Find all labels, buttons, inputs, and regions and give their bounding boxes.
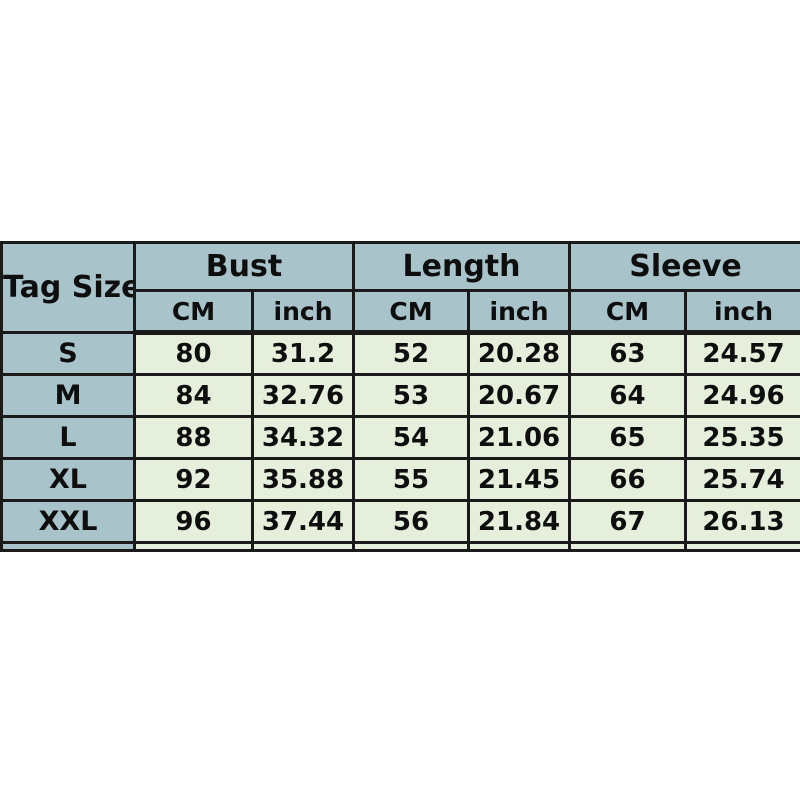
cropped-cell [568,541,688,552]
group-header-bust: Bust [132,241,356,292]
table-row-xxl: XXL 96 37.44 56 21.84 67 26.13 [0,499,800,544]
value-cell: 84 [133,373,254,418]
table-row-m: M 84 32.76 53 20.67 64 24.96 [0,373,800,418]
value-cell: 20.28 [467,331,572,376]
cropped-cell [133,541,254,552]
size-label: M [0,373,136,418]
value-cell: 96 [133,499,254,544]
unit-header-bust-inch: inch [250,289,356,335]
unit-header-row: CM inch CM inch CM inch [2,289,800,335]
value-cell: 20.67 [467,373,572,418]
value-cell: 54 [352,415,471,460]
size-chart: Tag Size Bust Length Sleeve CM inch CM i… [0,241,800,552]
group-header-sleeve: Sleeve [568,241,800,292]
cropped-cell [250,541,356,552]
size-label: XXL [0,499,136,544]
value-cell: 31.2 [250,331,356,376]
value-cell: 21.06 [467,415,572,460]
unit-header-length-inch: inch [467,289,572,335]
value-cell: 35.88 [250,457,356,502]
value-cell: 21.84 [467,499,572,544]
value-cell: 56 [352,499,471,544]
size-chart-table: Tag Size Bust Length Sleeve CM inch CM i… [0,241,800,552]
value-cell: 80 [133,331,254,376]
cropped-partial-row [0,541,800,552]
value-cell: 24.96 [684,373,800,418]
size-label: S [0,331,136,376]
cropped-cell [352,541,471,552]
unit-header-length-cm: CM [352,289,471,335]
table-row-xl: XL 92 35.88 55 21.45 66 25.74 [0,457,800,502]
cropped-cell [467,541,572,552]
table-row-l: L 88 34.32 54 21.06 65 25.35 [0,415,800,460]
value-cell: 92 [133,457,254,502]
table-row-s: S 80 31.2 52 20.28 63 24.57 [0,331,800,376]
value-cell: 25.35 [684,415,800,460]
size-label: XL [0,457,136,502]
value-cell: 24.57 [684,331,800,376]
cropped-cell [0,541,136,552]
value-cell: 25.74 [684,457,800,502]
size-label: L [0,415,136,460]
value-cell: 88 [133,415,254,460]
value-cell: 67 [568,499,688,544]
unit-header-sleeve-inch: inch [684,289,800,335]
value-cell: 21.45 [467,457,572,502]
value-cell: 26.13 [684,499,800,544]
value-cell: 37.44 [250,499,356,544]
group-header-row: Tag Size Bust Length Sleeve [0,241,800,334]
value-cell: 66 [568,457,688,502]
value-cell: 53 [352,373,471,418]
unit-header-sleeve-cm: CM [568,289,688,335]
value-cell: 34.32 [250,415,356,460]
value-cell: 63 [568,331,688,376]
value-cell: 52 [352,331,471,376]
value-cell: 32.76 [250,373,356,418]
value-cell: 55 [352,457,471,502]
group-header-length: Length [352,241,572,292]
value-cell: 64 [568,373,688,418]
unit-header-bust-cm: CM [133,289,254,335]
tag-size-header: Tag Size [0,241,136,334]
value-cell: 65 [568,415,688,460]
cropped-cell [684,541,800,552]
